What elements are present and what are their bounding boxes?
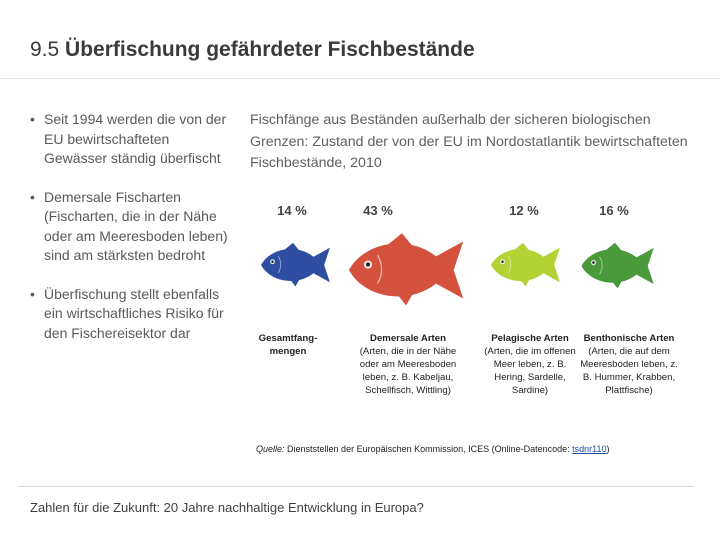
percent-pelagic: 12 % <box>509 203 539 218</box>
label-benthic: Benthonische Arten (Arten, die auf dem M… <box>580 333 678 396</box>
bullet-list: • Seit 1994 werden die von der EU bewirt… <box>30 110 235 362</box>
chart-intro: Fischfänge aus Beständen außerhalb der s… <box>250 112 688 171</box>
bullet-dot-icon: • <box>30 111 35 127</box>
fish-yellow-green-icon <box>482 240 564 290</box>
fish-blue-icon <box>252 240 334 290</box>
label-demersal: Demersale Arten (Arten, die in der Nähe … <box>359 333 457 396</box>
label-total: Gesamtfang-mengen <box>258 333 318 357</box>
data-code-link[interactable]: tsdnr110 <box>572 444 607 454</box>
footer-divider <box>18 486 694 487</box>
bullet-dot-icon: • <box>30 188 35 205</box>
percent-demersal: 43 % <box>363 203 393 218</box>
title-text: Überfischung gefährdeter Fischbestände <box>65 38 475 61</box>
title-divider <box>0 78 720 79</box>
bullet-item: • Überfischung stellt ebenfalls ein wirt… <box>30 285 224 341</box>
title-number: 9.5 <box>30 38 60 61</box>
page-title: 9.5 Überfischung gefährdeter Fischbestän… <box>30 38 475 62</box>
fish-green-icon <box>572 240 658 292</box>
percent-benthic: 16 % <box>599 203 629 218</box>
fish-red-icon <box>334 228 470 312</box>
bullet-item: • Seit 1994 werden die von der EU bewirt… <box>30 111 227 166</box>
footer-text: Zahlen für die Zukunft: 20 Jahre nachhal… <box>30 500 424 515</box>
percent-total: 14 % <box>277 203 307 218</box>
chart-source: Quelle: Dienststellen der Europäischen K… <box>256 444 610 454</box>
label-pelagic: Pelagische Arten (Arten, die im offenen … <box>484 333 576 396</box>
bullet-dot-icon: • <box>30 285 35 302</box>
bullet-item: • Demersale Fischarten (Fischarten, die … <box>30 188 228 264</box>
